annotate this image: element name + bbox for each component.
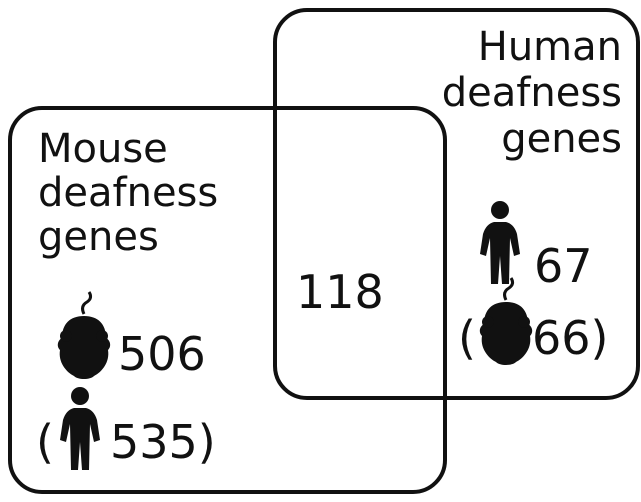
human-label: deafness	[442, 70, 622, 116]
mouse-count: 506	[118, 327, 206, 381]
person-icon	[60, 387, 100, 470]
paren: (	[36, 415, 54, 469]
mouse-icon	[56, 290, 112, 381]
human-set	[273, 8, 640, 400]
overlap-count: 118	[296, 265, 384, 319]
mouse-label: genes	[38, 214, 159, 260]
mouse-icon	[478, 276, 534, 367]
human-label: genes	[501, 116, 622, 162]
person-icon	[480, 201, 520, 284]
mouse-label: Mouse	[38, 126, 168, 172]
paren: (	[458, 311, 476, 365]
mouse-ortholog-count: 535)	[110, 415, 216, 469]
human-count: 67	[534, 239, 593, 293]
mouse-label: deafness	[38, 170, 218, 216]
mouse-set	[8, 106, 447, 494]
human-ortholog-count: 66)	[532, 311, 608, 365]
human-label: Human	[478, 24, 622, 70]
